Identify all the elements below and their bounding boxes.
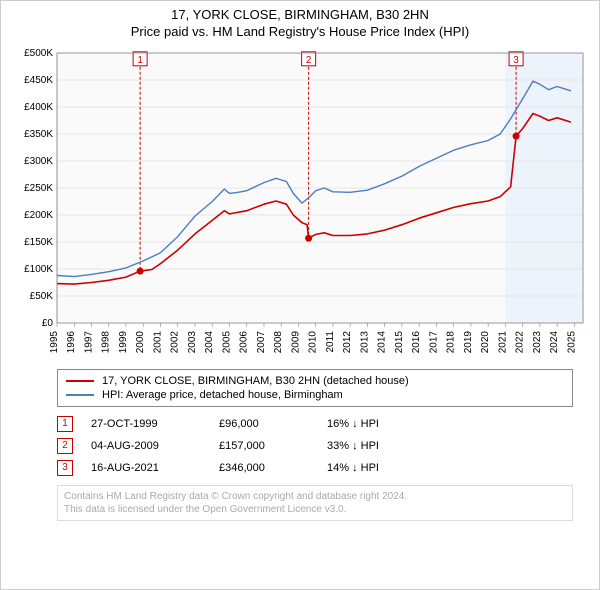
svg-text:£300K: £300K bbox=[24, 156, 53, 167]
event-row: 2 04-AUG-2009 £157,000 33% ↓ HPI bbox=[57, 435, 573, 457]
svg-text:2004: 2004 bbox=[204, 331, 215, 354]
legend-item: HPI: Average price, detached house, Birm… bbox=[66, 388, 564, 402]
event-hpi: 33% ↓ HPI bbox=[327, 440, 379, 452]
svg-text:1996: 1996 bbox=[66, 331, 77, 354]
svg-text:2002: 2002 bbox=[170, 331, 181, 354]
svg-text:2017: 2017 bbox=[428, 331, 439, 354]
svg-text:£200K: £200K bbox=[24, 210, 53, 221]
event-hpi: 14% ↓ HPI bbox=[327, 462, 379, 474]
svg-text:2014: 2014 bbox=[377, 331, 388, 354]
chart-container: 17, YORK CLOSE, BIRMINGHAM, B30 2HN Pric… bbox=[0, 0, 600, 590]
svg-text:2015: 2015 bbox=[394, 331, 405, 354]
footnote-line: This data is licensed under the Open Gov… bbox=[64, 503, 566, 516]
event-badge: 1 bbox=[57, 416, 73, 432]
event-row: 1 27-OCT-1999 £96,000 16% ↓ HPI bbox=[57, 413, 573, 435]
svg-text:£500K: £500K bbox=[24, 48, 53, 59]
svg-text:£250K: £250K bbox=[24, 183, 53, 194]
chart-area: £0 £50K £100K £150K £200K £250K £300K £350K £400… bbox=[7, 43, 593, 363]
titles: 17, YORK CLOSE, BIRMINGHAM, B30 2HN Pric… bbox=[7, 7, 593, 39]
svg-text:1995: 1995 bbox=[49, 331, 60, 354]
svg-text:1: 1 bbox=[137, 55, 143, 66]
svg-text:2016: 2016 bbox=[411, 331, 422, 354]
events-table: 1 27-OCT-1999 £96,000 16% ↓ HPI 2 04-AUG-2009… bbox=[57, 413, 573, 479]
legend: 17, YORK CLOSE, BIRMINGHAM, B30 2HN (det… bbox=[57, 369, 573, 407]
chart-svg: £0 £50K £100K £150K £200K £250K £300K £350K £400… bbox=[7, 43, 593, 363]
svg-text:2007: 2007 bbox=[256, 331, 267, 354]
svg-text:2024: 2024 bbox=[549, 331, 560, 354]
svg-text:2003: 2003 bbox=[187, 331, 198, 354]
event-date: 04-AUG-2009 bbox=[91, 440, 201, 452]
event-date: 16-AUG-2021 bbox=[91, 462, 201, 474]
chart-subtitle: Price paid vs. HM Land Registry's House … bbox=[7, 24, 593, 39]
svg-text:2005: 2005 bbox=[221, 331, 232, 354]
event-row: 3 16-AUG-2021 £346,000 14% ↓ HPI bbox=[57, 457, 573, 479]
event-badge: 2 bbox=[57, 438, 73, 454]
svg-text:2025: 2025 bbox=[566, 331, 577, 354]
footnote-line: Contains HM Land Registry data © Crown c… bbox=[64, 490, 566, 503]
event-badge: 3 bbox=[57, 460, 73, 476]
svg-text:2020: 2020 bbox=[480, 331, 491, 354]
svg-text:1997: 1997 bbox=[83, 331, 94, 354]
svg-text:1998: 1998 bbox=[101, 331, 112, 354]
event-price: £157,000 bbox=[219, 440, 309, 452]
svg-text:2000: 2000 bbox=[135, 331, 146, 354]
footnote: Contains HM Land Registry data © Crown c… bbox=[57, 485, 573, 521]
legend-item: 17, YORK CLOSE, BIRMINGHAM, B30 2HN (det… bbox=[66, 374, 564, 388]
legend-label: HPI: Average price, detached house, Birm… bbox=[102, 389, 343, 401]
svg-text:2019: 2019 bbox=[463, 331, 474, 354]
svg-text:2006: 2006 bbox=[239, 331, 250, 354]
svg-text:2022: 2022 bbox=[515, 331, 526, 354]
svg-text:£100K: £100K bbox=[24, 264, 53, 275]
svg-text:1999: 1999 bbox=[118, 331, 129, 354]
svg-text:£0: £0 bbox=[42, 318, 54, 329]
legend-swatch bbox=[66, 380, 94, 382]
svg-text:2001: 2001 bbox=[152, 331, 163, 354]
svg-text:£400K: £400K bbox=[24, 102, 53, 113]
svg-text:2: 2 bbox=[306, 55, 312, 66]
svg-text:£50K: £50K bbox=[30, 291, 54, 302]
event-price: £346,000 bbox=[219, 462, 309, 474]
event-hpi: 16% ↓ HPI bbox=[327, 418, 379, 430]
svg-text:£150K: £150K bbox=[24, 237, 53, 248]
svg-text:2008: 2008 bbox=[273, 331, 284, 354]
svg-text:2021: 2021 bbox=[497, 331, 508, 354]
svg-text:2023: 2023 bbox=[532, 331, 543, 354]
svg-text:2012: 2012 bbox=[342, 331, 353, 354]
event-date: 27-OCT-1999 bbox=[91, 418, 201, 430]
svg-text:2018: 2018 bbox=[446, 331, 457, 354]
chart-title: 17, YORK CLOSE, BIRMINGHAM, B30 2HN bbox=[7, 7, 593, 22]
svg-text:£450K: £450K bbox=[24, 75, 53, 86]
svg-text:2009: 2009 bbox=[290, 331, 301, 354]
legend-swatch bbox=[66, 394, 94, 396]
svg-text:2013: 2013 bbox=[359, 331, 370, 354]
svg-text:£350K: £350K bbox=[24, 129, 53, 140]
svg-text:2011: 2011 bbox=[325, 331, 336, 353]
legend-label: 17, YORK CLOSE, BIRMINGHAM, B30 2HN (det… bbox=[102, 375, 409, 387]
svg-text:2010: 2010 bbox=[308, 331, 319, 354]
svg-text:3: 3 bbox=[513, 55, 519, 66]
event-price: £96,000 bbox=[219, 418, 309, 430]
